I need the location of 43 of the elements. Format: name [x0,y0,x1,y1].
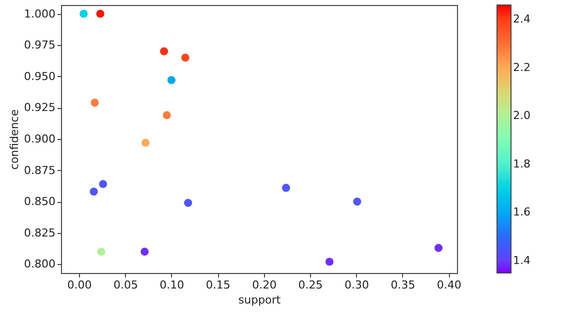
y-tick-label: 0.950 [24,70,56,83]
color-bar-label: 2.2 [513,60,530,74]
point [79,9,88,18]
point [140,138,150,148]
point [162,110,172,120]
point [89,186,98,196]
y-tick-label: 0.900 [24,132,56,146]
x-tick-label: 0.10 [160,278,184,292]
point [98,179,108,189]
point [90,98,100,108]
point [96,247,106,256]
point [324,257,334,266]
y-tick-label: 1.000 [24,7,56,20]
color-bar-label: 1.6 [513,206,530,219]
x-tick-label: 0.20 [252,278,277,292]
x-axis-title: support [238,294,282,306]
y-tick-label: 0.875 [24,164,56,177]
x-tick-label: 0.15 [206,278,230,292]
y-tick-label: 0.825 [24,226,56,240]
point [96,9,105,18]
color-bar-label: 2.4 [513,12,530,26]
point [166,76,176,85]
point [281,183,291,192]
color-bar-label: 1.8 [513,157,530,170]
x-tick-label: 0.40 [436,278,462,292]
point [159,46,169,56]
y-tick-label: 0.925 [24,101,56,114]
point [183,198,193,208]
x-tick-label: 0.35 [390,278,416,292]
point [180,52,190,62]
y-tick-label: 0.800 [24,258,56,271]
x-tick-label: 0.30 [344,278,370,292]
color-bar-label: 1.4 [513,254,530,267]
color-bar-label: 2.0 [513,109,530,122]
y-tick-label: 0.850 [24,195,56,208]
x-tick-label: 0.00 [67,278,92,292]
point [434,243,444,253]
point [352,196,362,206]
point [140,247,150,256]
y-tick-label: 0.975 [24,38,56,52]
x-tick-label: 0.25 [298,278,323,292]
y-axis-title: confidence [8,109,22,170]
x-tick-label: 0.05 [113,278,138,292]
